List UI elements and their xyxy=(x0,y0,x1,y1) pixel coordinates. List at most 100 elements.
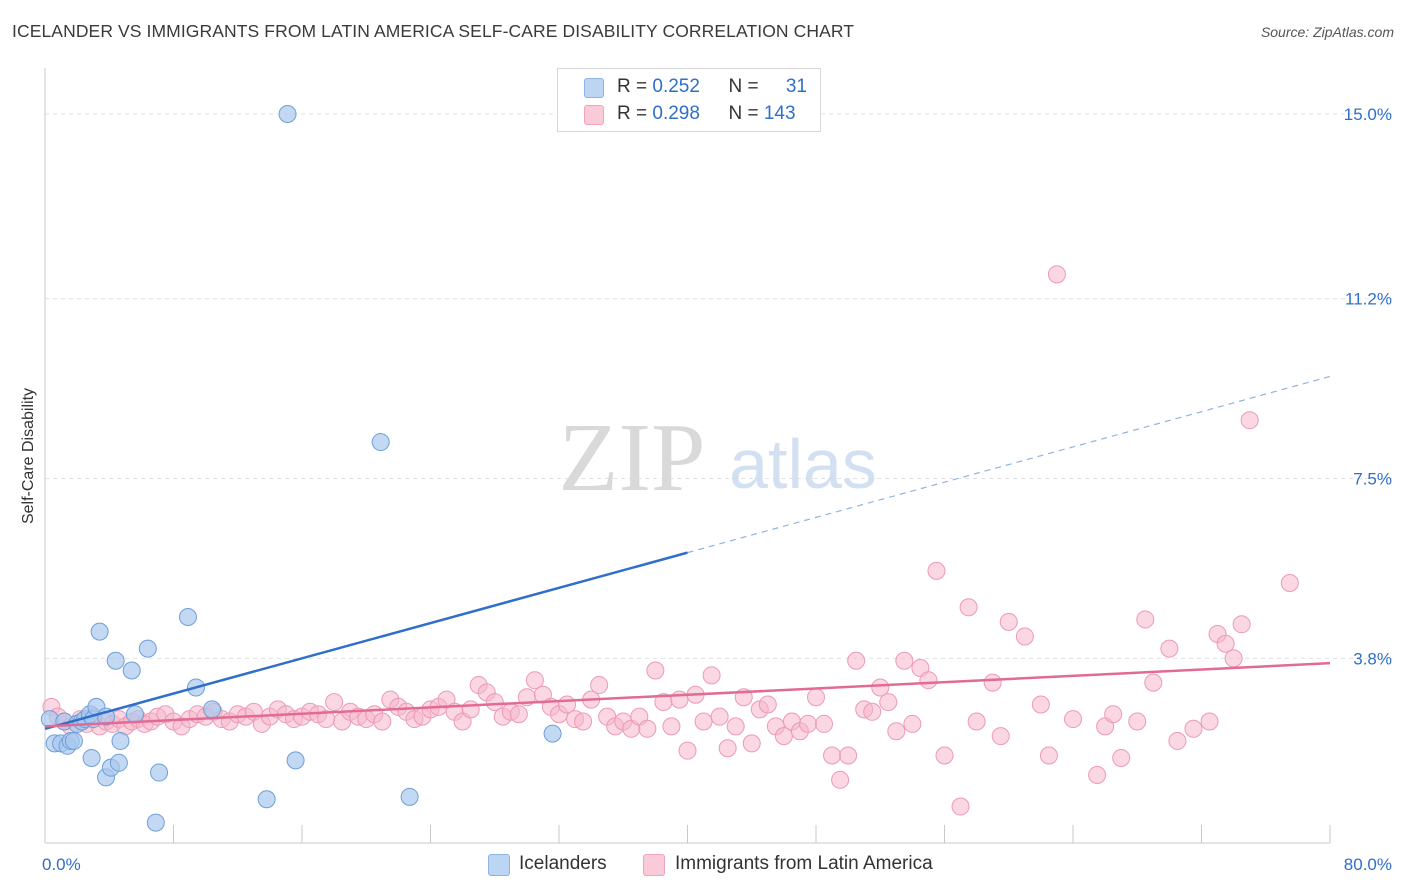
legend-n-value: 143 xyxy=(763,103,796,124)
legend-row-latin: R = 0.298 N = 143 xyxy=(558,101,820,127)
data-point-latin xyxy=(638,719,657,738)
data-point-latin xyxy=(758,695,777,714)
data-point-latin xyxy=(662,717,681,736)
chart-title: ICELANDER VS IMMIGRANTS FROM LATIN AMERI… xyxy=(12,21,855,41)
data-point-icelanders xyxy=(146,813,165,832)
data-point-icelanders xyxy=(203,700,222,719)
data-point-icelanders xyxy=(109,753,128,772)
data-point-latin xyxy=(590,676,609,695)
data-point-latin xyxy=(1104,705,1123,724)
data-point-latin xyxy=(807,688,825,707)
data-point-icelanders xyxy=(138,639,157,658)
data-point-latin xyxy=(1136,610,1155,629)
data-point-latin xyxy=(1168,731,1187,750)
data-point-icelanders xyxy=(82,748,101,767)
data-point-icelanders xyxy=(278,105,297,124)
data-point-latin xyxy=(646,661,665,680)
data-point-icelanders xyxy=(125,705,144,724)
bottom-legend-swatch-icelanders xyxy=(488,854,510,876)
data-point-icelanders xyxy=(371,433,390,452)
data-point-latin xyxy=(1224,649,1243,668)
data-point-icelanders xyxy=(111,731,130,750)
source-label: Source: ZipAtlas.com xyxy=(1260,24,1394,40)
data-point-latin xyxy=(1160,639,1179,658)
watermark: ZIP atlas xyxy=(559,404,877,512)
y-tick-label: 15.0% xyxy=(1344,105,1392,124)
y-tick-label: 11.2% xyxy=(1345,290,1392,309)
y-tick-label: 3.8% xyxy=(1353,649,1392,668)
legend-r-value: 0.298 xyxy=(652,103,700,124)
bottom-legend-swatch-latin xyxy=(643,854,665,876)
legend-n-label: N = xyxy=(728,76,764,97)
data-point-icelanders xyxy=(122,661,141,680)
y-tick-label: 7.5% xyxy=(1353,470,1392,489)
data-point-latin xyxy=(1184,719,1203,738)
data-point-latin xyxy=(903,714,922,733)
data-point-latin xyxy=(798,714,817,733)
bottom-legend-label: Icelanders xyxy=(519,853,607,874)
data-point-latin xyxy=(1047,265,1066,284)
data-point-latin xyxy=(694,712,713,731)
data-point-latin xyxy=(959,598,978,617)
data-point-latin xyxy=(983,673,1002,692)
data-point-icelanders xyxy=(400,787,419,806)
trend-line-icelanders-extension xyxy=(687,375,1331,554)
data-point-latin xyxy=(863,702,882,721)
data-point-icelanders xyxy=(90,622,109,641)
data-point-latin xyxy=(742,734,761,753)
legend-r-label: R = xyxy=(617,103,653,124)
data-point-latin xyxy=(373,712,392,731)
data-point-latin xyxy=(702,666,721,685)
data-point-latin xyxy=(1039,746,1058,765)
legend-swatch-latin xyxy=(584,105,604,125)
legend-r-label: R = xyxy=(617,76,653,97)
data-point-latin xyxy=(831,770,850,789)
data-point-latin xyxy=(815,714,834,733)
data-point-latin xyxy=(525,671,544,690)
data-point-latin xyxy=(485,693,504,712)
data-point-latin xyxy=(678,741,697,760)
data-point-icelanders xyxy=(257,790,276,809)
trend-line-latin xyxy=(44,661,1331,728)
data-point-latin xyxy=(1144,673,1163,692)
grid-lines xyxy=(45,113,1392,659)
data-point-latin xyxy=(726,717,745,736)
data-point-latin xyxy=(895,651,914,670)
data-point-latin xyxy=(461,700,480,719)
legend-n-value: 31 xyxy=(785,76,807,97)
data-point-latin xyxy=(1280,573,1299,592)
correlation-legend: R = 0.252 N = 31 R = 0.298 N = 143 xyxy=(557,68,821,132)
data-point-latin xyxy=(927,561,946,580)
legend-swatch-icelanders xyxy=(584,78,604,98)
data-point-latin xyxy=(967,712,986,731)
data-point-icelanders xyxy=(150,763,169,782)
x-tick-label: 0.0% xyxy=(42,855,81,874)
series-latin-points xyxy=(42,265,1299,816)
data-point-latin xyxy=(1232,615,1251,634)
data-point-latin xyxy=(879,693,898,712)
trend-line-icelanders xyxy=(44,551,688,730)
x-tick-label: 80.0% xyxy=(1344,855,1392,874)
tick-labels: 3.8% 7.5% 11.2% 15.0% 0.0% 80.0% xyxy=(42,105,1392,874)
data-point-latin xyxy=(1216,634,1235,653)
data-point-latin xyxy=(887,722,906,741)
data-point-icelanders xyxy=(543,724,562,743)
data-point-latin xyxy=(1088,765,1107,784)
data-point-latin xyxy=(325,693,344,712)
data-point-latin xyxy=(1128,712,1147,731)
data-point-latin xyxy=(1064,710,1082,729)
data-point-latin xyxy=(999,612,1018,631)
data-point-latin xyxy=(935,746,954,765)
data-point-latin xyxy=(574,712,593,731)
data-point-latin xyxy=(991,727,1010,746)
data-point-latin xyxy=(718,739,737,758)
data-point-latin xyxy=(823,746,842,765)
data-point-icelanders xyxy=(286,751,305,770)
watermark-zip: ZIP xyxy=(559,404,706,512)
data-point-latin xyxy=(1015,627,1034,646)
data-point-icelanders xyxy=(64,731,83,750)
data-point-latin xyxy=(1200,712,1219,731)
data-point-latin xyxy=(871,678,890,697)
trend-lines xyxy=(44,375,1331,730)
